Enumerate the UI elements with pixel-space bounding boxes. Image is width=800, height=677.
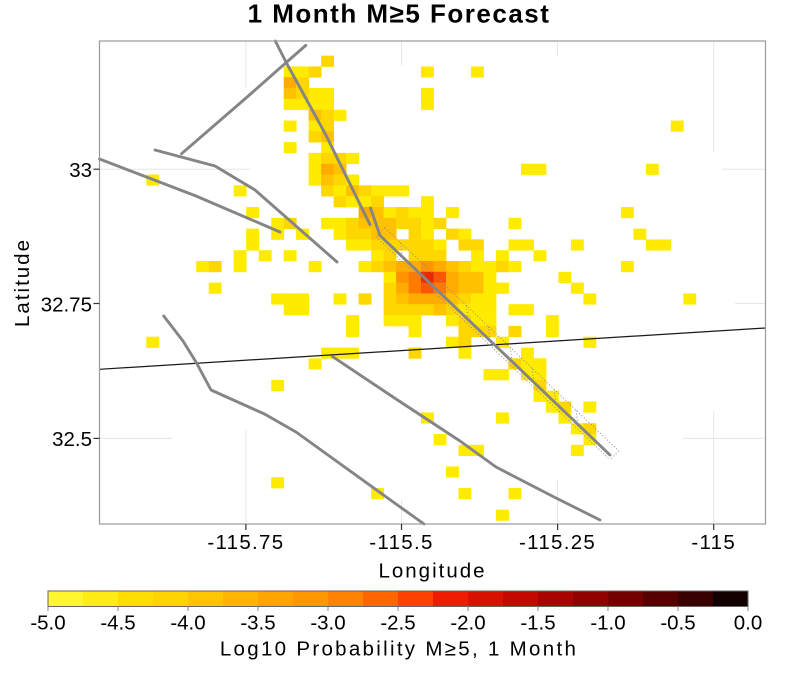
svg-text:-115.25: -115.25: [519, 531, 596, 554]
svg-text:-4.5: -4.5: [100, 612, 135, 635]
svg-text:Log10 Probability M≥5, 1 Month: Log10 Probability M≥5, 1 Month: [220, 638, 578, 661]
svg-text:-2.0: -2.0: [450, 612, 485, 635]
svg-text:33: 33: [69, 159, 92, 182]
svg-text:-3.5: -3.5: [240, 612, 275, 635]
svg-text:0.0: 0.0: [734, 612, 763, 635]
svg-text:-1.0: -1.0: [590, 612, 625, 635]
svg-text:-2.5: -2.5: [380, 612, 415, 635]
svg-text:-115: -115: [691, 531, 736, 554]
svg-text:-0.5: -0.5: [660, 612, 695, 635]
svg-text:Latitude: Latitude: [11, 238, 34, 327]
svg-text:32.75: 32.75: [41, 293, 92, 316]
svg-text:1 Month M≥5 Forecast: 1 Month M≥5 Forecast: [248, 0, 551, 29]
svg-text:-115.75: -115.75: [207, 531, 284, 554]
svg-text:-1.5: -1.5: [520, 612, 555, 635]
svg-text:Longitude: Longitude: [378, 560, 486, 583]
svg-text:-5.0: -5.0: [30, 612, 65, 635]
svg-text:-4.0: -4.0: [170, 612, 205, 635]
svg-text:-3.0: -3.0: [310, 612, 345, 635]
svg-text:-115.5: -115.5: [369, 531, 433, 554]
svg-text:32.5: 32.5: [52, 428, 92, 451]
